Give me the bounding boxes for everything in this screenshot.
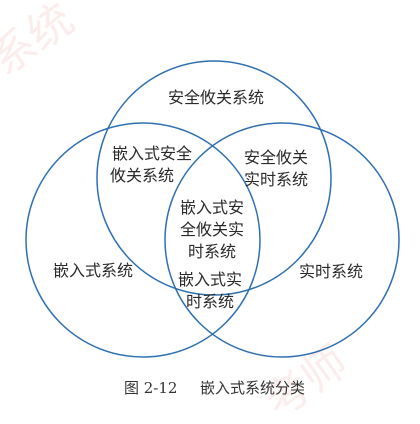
label-center: 全攸关实 bbox=[180, 220, 244, 239]
watermark: 系统 考师 bbox=[0, 0, 357, 424]
label-center: 嵌入式安 bbox=[180, 198, 244, 217]
circle-safety-critical bbox=[96, 60, 332, 296]
figure-number: 图 2-12 bbox=[124, 379, 177, 397]
label-embedded-realtime: 时系统 bbox=[186, 292, 234, 311]
label-realtime: 实时系统 bbox=[299, 262, 363, 281]
label-safety-critical: 安全攸关系统 bbox=[168, 88, 264, 107]
label-embedded-safety: 嵌入式安全 bbox=[112, 144, 192, 163]
figure-title: 嵌入式系统分类 bbox=[200, 379, 305, 397]
label-embedded: 嵌入式系统 bbox=[53, 261, 133, 280]
label-center: 时系统 bbox=[188, 242, 236, 261]
svg-text:系统: 系统 bbox=[0, 0, 83, 86]
label-safety-realtime: 实时系统 bbox=[244, 170, 308, 189]
label-embedded-safety: 攸关系统 bbox=[110, 166, 174, 185]
circle-realtime bbox=[164, 122, 400, 358]
circle-embedded bbox=[25, 122, 261, 358]
label-safety-realtime: 安全攸关 bbox=[244, 148, 308, 167]
label-embedded-realtime: 嵌入式实 bbox=[178, 270, 242, 289]
